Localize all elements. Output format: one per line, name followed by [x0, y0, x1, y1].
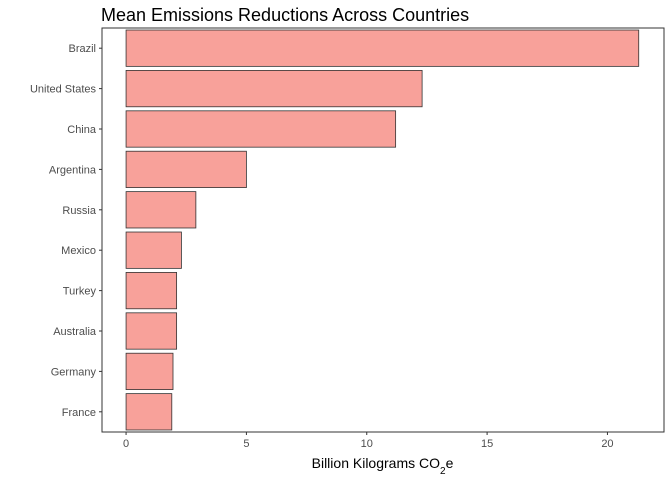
x-tick-label: 20	[601, 438, 613, 450]
y-axis: Brazil United States China Argentina Russia M…	[30, 43, 102, 419]
y-tick-label: France	[62, 407, 96, 419]
y-tick-label: China	[67, 124, 97, 136]
bars-layer	[126, 30, 639, 430]
bar-brazil	[126, 30, 639, 66]
x-axis-title: Billion Kilograms CO2e	[312, 455, 454, 477]
bar-russia	[126, 192, 196, 228]
x-tick-label: 10	[361, 438, 373, 450]
x-axis: 0 5 10 15 20	[123, 432, 614, 450]
x-tick-label: 15	[481, 438, 493, 450]
bar-united-states	[126, 70, 422, 106]
y-tick-label: Australia	[53, 326, 97, 338]
bar-argentina	[126, 151, 246, 187]
y-tick-label: Argentina	[49, 164, 97, 176]
x-tick-label: 0	[123, 438, 129, 450]
chart-title: Mean Emissions Reductions Across Countri…	[101, 5, 469, 25]
bar-germany	[126, 353, 173, 389]
y-tick-label: Mexico	[61, 245, 96, 257]
y-tick-label: Brazil	[68, 43, 96, 55]
y-tick-label: Germany	[51, 366, 97, 378]
bar-france	[126, 394, 172, 430]
x-axis-title-main: Billion Kilograms CO	[312, 455, 440, 471]
bar-mexico	[126, 232, 181, 268]
bar-china	[126, 111, 396, 147]
y-tick-label: United States	[30, 84, 97, 96]
y-tick-label: Russia	[62, 205, 97, 217]
x-tick-label: 5	[243, 438, 249, 450]
bar-australia	[126, 313, 177, 349]
bar-turkey	[126, 272, 177, 308]
x-axis-title-suffix: e	[446, 455, 454, 471]
y-tick-label: Turkey	[63, 286, 97, 298]
